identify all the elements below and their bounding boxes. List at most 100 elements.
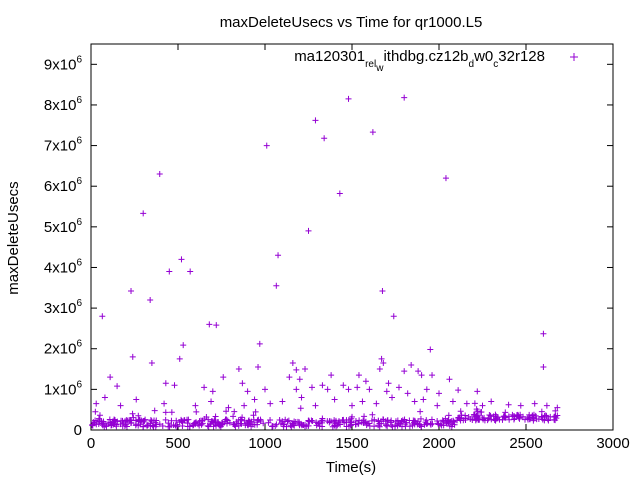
data-point [165,423,172,430]
data-point [213,322,220,329]
data-point [101,394,108,401]
data-point [244,420,251,427]
data-point [150,423,157,430]
y-tick-mantissa: 8x10 [44,97,77,114]
data-point [355,420,362,427]
data-point [389,423,396,430]
data-point [343,417,350,424]
legend-label-part: ma120301 [294,48,365,65]
data-point [298,394,305,401]
data-point [92,408,99,415]
data-point [263,142,270,149]
data-point [418,372,425,379]
data-point [383,388,390,395]
data-point [545,417,552,424]
x-tick-label: 2000 [422,435,455,452]
data-point [254,417,261,424]
data-point [191,419,198,426]
y-tick-label: 0 [74,422,82,439]
data-point [147,296,154,303]
y-tick-mantissa: 9x10 [44,56,77,73]
data-point [231,408,238,415]
data-point [319,382,326,389]
data-point [117,402,124,409]
y-tick-label: 1x106 [44,379,83,398]
data-point [369,411,376,418]
data-point [289,359,296,366]
data-point [241,402,248,409]
data-point [446,422,453,429]
y-tick-label: 3x106 [44,298,83,317]
data-point [369,129,376,136]
data-point [321,135,328,142]
data-point [392,422,399,429]
data-point [223,408,230,415]
data-point [434,402,441,409]
data-point [347,422,354,429]
data-point [347,419,354,426]
data-point [362,378,369,385]
data-point [388,419,395,426]
data-point [384,417,391,424]
data-point [451,421,458,428]
x-tick-label: 3000 [596,435,629,452]
data-point [359,398,366,405]
y-tick-exponent: 6 [76,95,82,106]
data-point [352,417,359,424]
data-point [209,388,216,395]
y-tick-exponent: 6 [76,339,82,350]
data-point [406,423,413,430]
data-point [122,421,129,428]
y-tick-label: 8x106 [44,95,83,114]
data-point [333,423,340,430]
data-point [276,416,283,423]
data-point [540,364,547,371]
data-point [326,418,333,425]
data-point [225,404,232,411]
data-point [214,419,221,426]
data-point [371,423,378,430]
data-point [124,417,131,424]
data-point [199,417,206,424]
legend-label-part: w0 [473,48,493,65]
data-point [389,394,396,401]
data-point [187,268,194,275]
axes-group: 0 500 1000 1500 2000 2500 300001x1062x1063x106… [44,43,630,452]
data-point [378,355,385,362]
legend-label-part: d [469,59,475,70]
data-point [298,422,305,429]
y-tick-exponent: 6 [76,54,82,65]
data-point [161,400,168,407]
data-point [269,423,276,430]
legend: ma120301relwithdbg.cz12bdw0c32r128 [294,48,578,74]
data-point [478,408,485,415]
data-point [248,421,255,428]
y-tick-exponent: 6 [76,217,82,228]
data-point [230,421,237,428]
data-point [415,368,422,375]
data-point [130,414,137,421]
data-point [379,288,386,295]
data-point [206,321,213,328]
data-point [140,423,147,430]
data-point [185,416,192,423]
data-point [324,386,331,393]
data-point [235,366,242,373]
data-point [93,400,100,407]
data-point [505,413,512,420]
data-point [211,417,218,424]
data-point [114,383,121,390]
data-point [238,416,245,423]
data-point [427,346,434,353]
data-point [535,415,542,422]
data-point [111,417,118,424]
data-point [462,412,469,419]
data-point [328,372,335,379]
data-point [340,382,347,389]
data-point [135,418,142,425]
data-point [429,372,436,379]
data-point [511,413,518,420]
data-point [488,416,495,423]
data-point [331,417,338,424]
